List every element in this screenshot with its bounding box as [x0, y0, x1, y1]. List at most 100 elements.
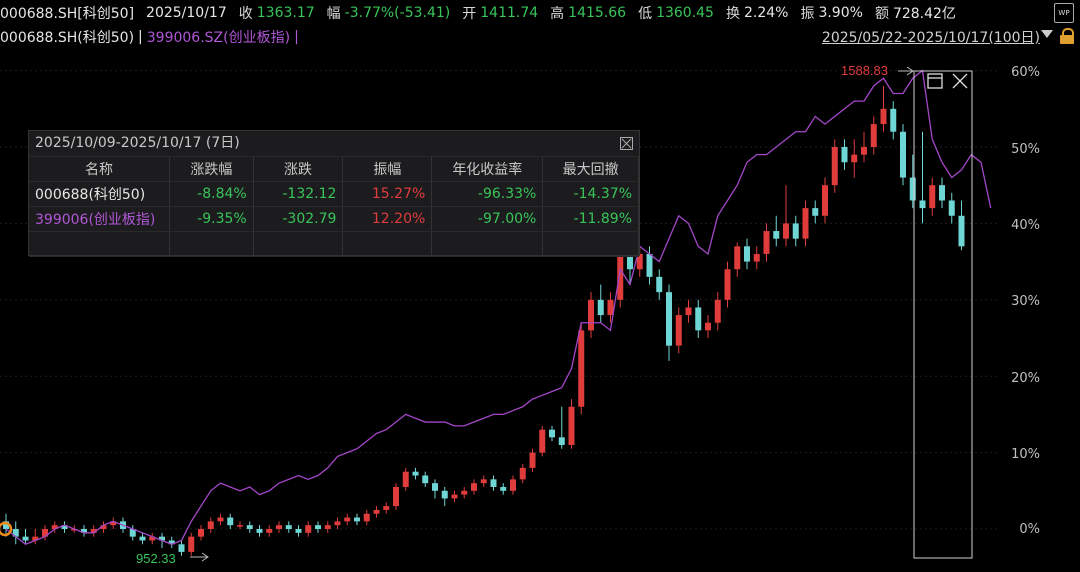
legend-bar: 000688.SH(科创50) | 399006.SZ(创业板指) |: [0, 27, 299, 47]
candle-body: [32, 536, 39, 541]
candle-body: [822, 185, 828, 216]
table-row[interactable]: 000688(科创50) -8.84% -132.12 15.27% -96.3…: [29, 181, 639, 207]
open-label: 开: [462, 6, 477, 22]
row-amp: 15.27%: [342, 181, 433, 207]
candle-body: [510, 479, 516, 491]
candle-body: [344, 517, 351, 522]
candle-body: [471, 483, 477, 491]
candle-body: [880, 108, 887, 125]
candle-body: [149, 536, 156, 541]
turnover-value: 2.24%: [743, 5, 789, 21]
interval-stats-panel[interactable]: 2025/10/09-2025/10/17 (7日) 名称 涨跌幅 涨跌 振幅 …: [28, 130, 640, 257]
candle-body: [724, 269, 731, 300]
candle-body: [783, 223, 789, 239]
panel-header: 2025/10/09-2025/10/17 (7日): [29, 131, 639, 157]
candle-body: [139, 536, 146, 541]
candle-body: [519, 467, 526, 480]
candle-body: [129, 529, 136, 537]
start-marker: [0, 521, 13, 537]
dropdown-triangle-icon[interactable]: [1041, 30, 1053, 38]
candle-body: [831, 147, 838, 186]
y-tick-label: 10%: [1011, 447, 1040, 462]
candle-body: [802, 208, 809, 239]
row-mdd: -11.89%: [542, 206, 639, 232]
candle-body: [753, 253, 760, 262]
candle-body: [3, 521, 9, 529]
date-range-selector[interactable]: 2025/05/22-2025/10/17(100日): [821, 30, 1040, 46]
cyb-index-line: [5, 69, 992, 546]
turnover-label: 换: [725, 6, 740, 22]
row-pct: -9.35%: [169, 206, 254, 232]
table-row-empty: [29, 231, 639, 257]
row-chg: -302.79: [253, 206, 344, 232]
candle-body: [773, 231, 780, 239]
candle-body: [744, 246, 750, 262]
candle-body: [276, 525, 282, 529]
y-tick-label: 30%: [1011, 294, 1040, 309]
candle-body: [919, 200, 926, 209]
candle-body: [695, 307, 702, 331]
candle-body: [266, 529, 273, 533]
candle-body: [870, 124, 877, 147]
candle-body: [890, 108, 897, 132]
candle-body: [237, 525, 243, 527]
candle-body: [246, 525, 253, 529]
candle-body: [207, 521, 214, 529]
candle-body: [227, 517, 234, 526]
candle-body: [490, 479, 497, 487]
amplitude-label: 振: [800, 6, 815, 22]
col-pct: 涨跌幅: [169, 157, 254, 182]
close-selection-icon[interactable]: [952, 73, 968, 89]
low-value-label: 952.33: [136, 551, 176, 566]
row-mdd: -14.37%: [542, 181, 639, 207]
candle-body: [851, 154, 858, 163]
legend-series-cyb[interactable]: 399006.SZ(创业板指): [146, 30, 291, 46]
amount-value: 728.42亿: [892, 6, 956, 22]
candle-body: [900, 131, 906, 178]
candle-body: [432, 483, 438, 491]
restore-window-icon[interactable]: [927, 73, 943, 89]
y-tick-label: 20%: [1011, 371, 1040, 386]
candle-body: [588, 299, 594, 331]
y-tick-label: 40%: [1011, 218, 1040, 233]
candle-body: [656, 276, 663, 293]
change-value: -3.77%(-53.41): [344, 5, 451, 21]
candle-body: [607, 299, 614, 316]
quote-header: 000688.SH[科创50] 2025/10/17 收 1363.17 幅 -3.…: [0, 0, 1080, 26]
candle-body: [958, 215, 965, 247]
candle-body: [402, 471, 409, 487]
candle-body: [217, 517, 224, 522]
candle-body: [324, 525, 331, 529]
candle-body: [909, 177, 916, 201]
selection-range-box[interactable]: [913, 70, 973, 559]
high-label: 高: [550, 6, 565, 22]
selection-box-controls[interactable]: [927, 73, 968, 89]
candle-body: [168, 540, 175, 545]
candle-body: [578, 330, 585, 407]
index-code[interactable]: 000688.SH[科创50]: [0, 6, 135, 22]
stats-table: 名称 涨跌幅 涨跌 振幅 年化收益率 最大回撤 000688(科创50) -8.…: [29, 157, 639, 257]
candle-body: [354, 517, 360, 522]
candle-body: [373, 509, 380, 514]
table-row[interactable]: 399006(创业板指) -9.35% -302.79 12.20% -97.0…: [29, 206, 639, 232]
close-icon[interactable]: [620, 137, 633, 150]
wp-icon[interactable]: WP: [1054, 3, 1074, 23]
high-annotation: 1588.83: [841, 63, 914, 78]
candle-body: [159, 536, 165, 541]
candle-body: [441, 490, 448, 499]
candle-body: [549, 429, 555, 438]
legend-series-kc50[interactable]: 000688.SH(科创50): [0, 30, 135, 46]
col-annual: 年化收益率: [431, 157, 544, 182]
row-name: 399006(创业板指): [29, 206, 170, 232]
candle-body: [451, 494, 458, 499]
low-annotation: 952.33: [136, 551, 209, 566]
high-value: 1415.66: [568, 5, 627, 21]
y-tick-label: 0%: [1019, 522, 1040, 537]
table-header-row: 名称 涨跌幅 涨跌 振幅 年化收益率 最大回撤: [29, 157, 639, 182]
candle-body: [42, 529, 48, 537]
candle-body: [188, 536, 195, 552]
candle-body: [285, 525, 292, 529]
price-chart[interactable]: 1588.83 952.33: [0, 47, 1080, 572]
candle-body: [939, 185, 945, 201]
lock-icon[interactable]: [1060, 28, 1074, 44]
